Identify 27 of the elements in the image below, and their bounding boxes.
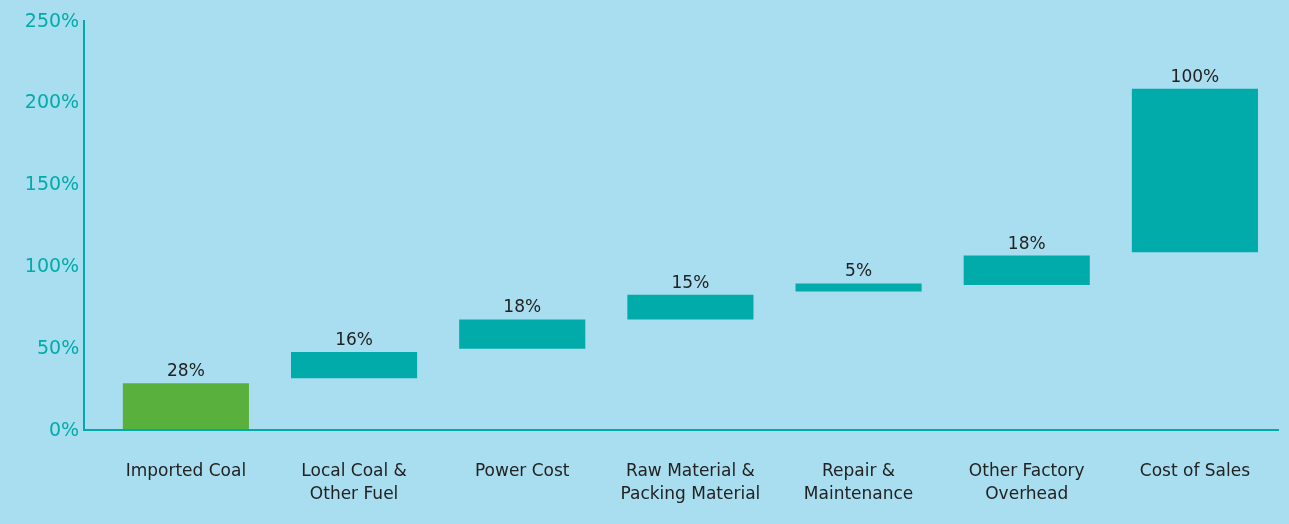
bar	[963, 255, 1090, 286]
y-tick-label: 50%	[36, 335, 80, 358]
bar	[1131, 88, 1258, 253]
x-tick-label: Other Factory Overhead	[968, 460, 1085, 503]
y-tick-label: 100%	[24, 254, 80, 277]
bar	[459, 319, 586, 349]
x-tick-label: Power Cost	[474, 460, 570, 481]
y-tick-label: 250%	[24, 8, 80, 31]
data-label: 5%	[845, 260, 873, 281]
data-label: 100%	[1170, 65, 1220, 86]
bar	[291, 352, 418, 379]
bar	[122, 383, 249, 429]
data-label: 28%	[167, 360, 205, 381]
y-tick-label: 200%	[24, 90, 80, 113]
x-tick-label: Imported Coal	[125, 460, 247, 481]
bar	[627, 294, 754, 320]
data-label: 16%	[335, 329, 373, 350]
data-label: 15%	[671, 271, 710, 292]
y-tick-label: 150%	[24, 172, 80, 195]
y-tick-label: 0%	[49, 417, 80, 440]
x-tick-label: Repair & Maintenance	[803, 460, 914, 503]
x-tick-label: Raw Material & Packing Material	[620, 460, 761, 503]
data-label: 18%	[503, 296, 542, 317]
x-tick-label: Cost of Sales	[1139, 460, 1251, 481]
bar	[795, 283, 922, 292]
x-tick-label: Local Coal & Other Fuel	[301, 460, 407, 503]
data-label: 18%	[1007, 232, 1046, 253]
